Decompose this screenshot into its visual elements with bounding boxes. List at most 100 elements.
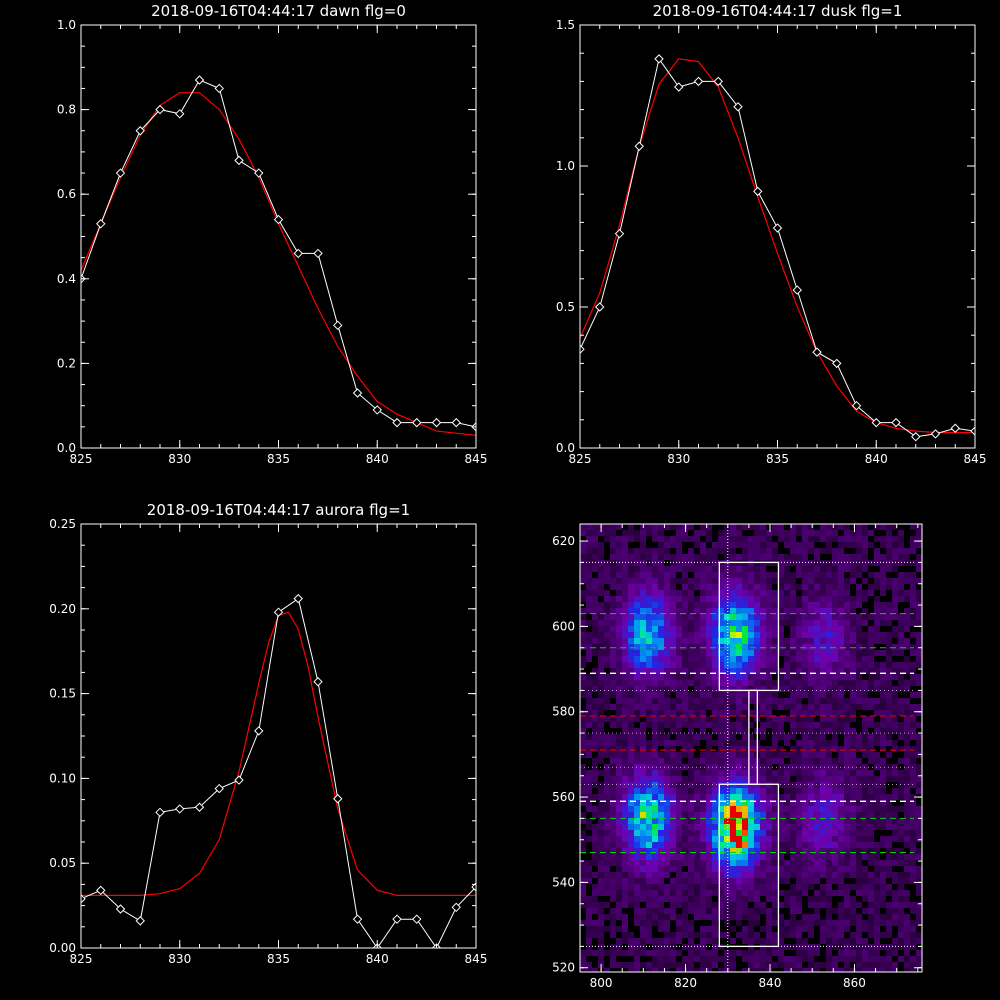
- heatmap-cell: [802, 806, 808, 812]
- heatmap-cell: [904, 578, 910, 584]
- heatmap-cell: [766, 932, 772, 938]
- heatmap-cell: [742, 878, 748, 884]
- heatmap-cell: [736, 752, 742, 758]
- heatmap-cell: [724, 626, 730, 632]
- heatmap-cell: [850, 818, 856, 824]
- heatmap-cell: [586, 740, 592, 746]
- heatmap-cell: [634, 638, 640, 644]
- heatmap-cell: [730, 602, 736, 608]
- heatmap-cell: [652, 662, 658, 668]
- heatmap-cell: [790, 824, 796, 830]
- heatmap-cell: [724, 896, 730, 902]
- heatmap-cell: [730, 650, 736, 656]
- heatmap-cell: [856, 794, 862, 800]
- heatmap-cell: [826, 824, 832, 830]
- heatmap-cell: [772, 866, 778, 872]
- heatmap-cell: [688, 938, 694, 944]
- heatmap-cell: [646, 560, 652, 566]
- heatmap-cell: [688, 812, 694, 818]
- y-tick-label: 1.5: [556, 18, 575, 32]
- heatmap-cell: [712, 590, 718, 596]
- heatmap-cell: [820, 722, 826, 728]
- heatmap-cell: [712, 680, 718, 686]
- heatmap-cell: [592, 704, 598, 710]
- heatmap-cell: [712, 884, 718, 890]
- heatmap-cell: [688, 902, 694, 908]
- heatmap-cell: [694, 644, 700, 650]
- heatmap-cell: [652, 950, 658, 956]
- heatmap-cell: [652, 614, 658, 620]
- heatmap-cell: [694, 722, 700, 728]
- heatmap-cell: [628, 824, 634, 830]
- heatmap-cell: [916, 950, 922, 956]
- heatmap-cell: [724, 782, 730, 788]
- heatmap-cell: [634, 812, 640, 818]
- heatmap-cell: [616, 668, 622, 674]
- heatmap-cell: [718, 620, 724, 626]
- heatmap-cell: [796, 686, 802, 692]
- heatmap-cell: [646, 830, 652, 836]
- heatmap-cell: [832, 608, 838, 614]
- heatmap-cell: [862, 578, 868, 584]
- heatmap-cell: [724, 794, 730, 800]
- heatmap-cell: [688, 770, 694, 776]
- heatmap-cell: [736, 722, 742, 728]
- heatmap-cell: [910, 854, 916, 860]
- heatmap-cell: [874, 722, 880, 728]
- heatmap-cell: [886, 632, 892, 638]
- heatmap-cell: [610, 878, 616, 884]
- heatmap-cell: [628, 878, 634, 884]
- heatmap-cell: [646, 740, 652, 746]
- heatmap-cell: [736, 638, 742, 644]
- heatmap-cell: [814, 566, 820, 572]
- heatmap-cell: [772, 644, 778, 650]
- heatmap-cell: [910, 716, 916, 722]
- heatmap-cell: [724, 614, 730, 620]
- heatmap-cell: [838, 674, 844, 680]
- heatmap-cell: [592, 536, 598, 542]
- heatmap-cell: [742, 596, 748, 602]
- heatmap-cell: [838, 728, 844, 734]
- heatmap-cell: [700, 668, 706, 674]
- heatmap-cell: [652, 644, 658, 650]
- heatmap-cell: [592, 902, 598, 908]
- heatmap-cell: [628, 716, 634, 722]
- heatmap-cell: [892, 686, 898, 692]
- data-point-marker: [412, 417, 422, 428]
- heatmap-cell: [832, 830, 838, 836]
- heatmap-cell: [718, 584, 724, 590]
- heatmap-cell: [772, 662, 778, 668]
- heatmap-cell: [862, 686, 868, 692]
- heatmap-cell: [604, 524, 610, 530]
- heatmap-cell: [778, 830, 784, 836]
- heatmap-cell: [652, 740, 658, 746]
- heatmap-cell: [676, 656, 682, 662]
- heatmap-cell: [742, 866, 748, 872]
- heatmap-cell: [904, 788, 910, 794]
- heatmap-cell: [664, 602, 670, 608]
- heatmap-cell: [718, 692, 724, 698]
- heatmap-cell: [664, 608, 670, 614]
- heatmap-cell: [658, 590, 664, 596]
- heatmap-cell: [904, 758, 910, 764]
- heatmap-cell: [718, 908, 724, 914]
- heatmap-cell: [736, 782, 742, 788]
- heatmap-cell: [736, 584, 742, 590]
- heatmap-cell: [640, 674, 646, 680]
- heatmap-cell: [682, 596, 688, 602]
- heatmap-cell: [904, 806, 910, 812]
- heatmap-cell: [874, 956, 880, 962]
- heatmap-cell: [790, 884, 796, 890]
- heatmap-cell: [646, 836, 652, 842]
- heatmap-cell: [658, 542, 664, 548]
- heatmap-cell: [868, 716, 874, 722]
- heatmap-cell: [718, 734, 724, 740]
- heatmap-cell: [664, 554, 670, 560]
- heatmap-cell: [778, 746, 784, 752]
- heatmap-cell: [784, 890, 790, 896]
- heatmap-cell: [610, 776, 616, 782]
- heatmap-cell: [850, 650, 856, 656]
- heatmap-cell: [706, 758, 712, 764]
- heatmap-cell: [712, 668, 718, 674]
- heatmap-cell: [862, 962, 868, 968]
